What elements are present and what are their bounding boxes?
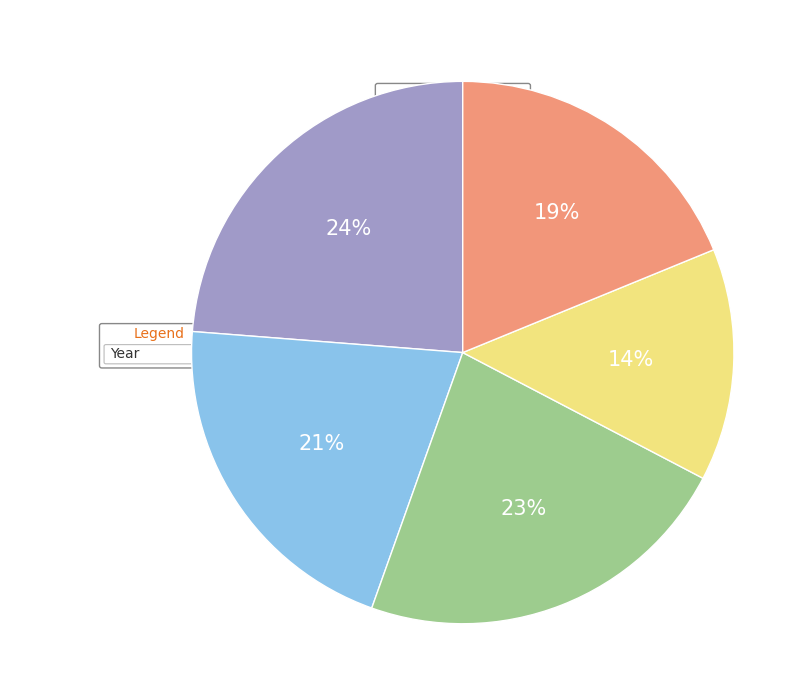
FancyBboxPatch shape bbox=[195, 345, 214, 363]
Text: Year: Year bbox=[110, 347, 139, 361]
FancyBboxPatch shape bbox=[351, 323, 518, 368]
Text: Series: Series bbox=[413, 327, 456, 341]
FancyBboxPatch shape bbox=[486, 105, 506, 123]
FancyBboxPatch shape bbox=[381, 104, 487, 123]
Wedge shape bbox=[192, 81, 463, 353]
FancyBboxPatch shape bbox=[486, 345, 512, 363]
Wedge shape bbox=[463, 81, 713, 353]
FancyBboxPatch shape bbox=[104, 344, 196, 364]
Text: 23%: 23% bbox=[501, 499, 547, 519]
Text: ✏: ✏ bbox=[492, 109, 500, 119]
FancyBboxPatch shape bbox=[357, 344, 487, 364]
Text: Title: Title bbox=[438, 87, 467, 100]
Wedge shape bbox=[191, 332, 463, 608]
Text: Legend: Legend bbox=[133, 327, 184, 341]
Text: ···: ··· bbox=[522, 110, 530, 119]
Text: 24%: 24% bbox=[325, 219, 372, 239]
Text: ▼: ▼ bbox=[495, 349, 502, 359]
FancyBboxPatch shape bbox=[100, 323, 218, 368]
FancyBboxPatch shape bbox=[376, 83, 531, 128]
Text: Yearly Profit: Yearly Profit bbox=[388, 107, 470, 121]
Text: ▼: ▼ bbox=[200, 349, 208, 359]
FancyBboxPatch shape bbox=[506, 105, 534, 123]
Text: 💡: 💡 bbox=[513, 109, 519, 119]
Wedge shape bbox=[372, 353, 703, 624]
Text: 19%: 19% bbox=[533, 203, 580, 223]
Text: Profit: Profit bbox=[363, 347, 399, 361]
Text: 21%: 21% bbox=[298, 434, 345, 454]
Wedge shape bbox=[463, 250, 734, 478]
Text: 14%: 14% bbox=[607, 351, 654, 370]
